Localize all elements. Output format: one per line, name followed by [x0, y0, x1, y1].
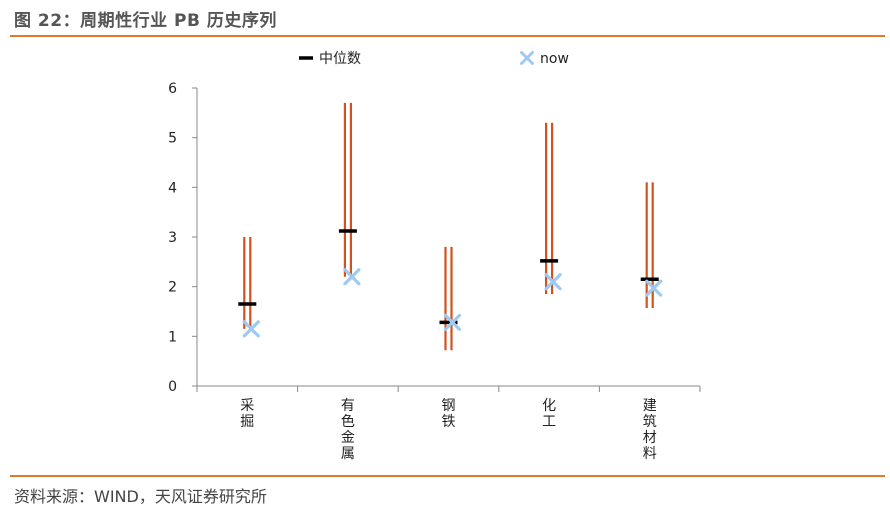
now-marker	[645, 279, 663, 297]
y-axis: 0 1 2 3 4 5 6	[168, 81, 198, 395]
y-tick-label: 4	[168, 180, 177, 196]
legend-now-swatch	[520, 51, 534, 65]
x-tick-label: 化工	[542, 398, 556, 430]
y-tick-label: 1	[168, 329, 177, 345]
x-tick-label: 采掘	[240, 398, 254, 430]
figure-title: 图 22：周期性行业 PB 历史序列	[14, 11, 277, 31]
legend-median-label: 中位数	[319, 51, 361, 67]
y-tick-label: 2	[168, 280, 177, 296]
x-tick-label: 有色金属	[341, 398, 355, 462]
x-axis: 采掘 有色金属 钢铁 化工 建筑材料	[196, 385, 701, 462]
y-tick-label: 0	[168, 379, 177, 395]
chart-legend: 中位数 now	[299, 51, 569, 67]
source-divider	[10, 475, 885, 477]
now-marker	[443, 313, 462, 332]
title-divider	[10, 35, 885, 37]
y-tick-label: 6	[168, 81, 177, 97]
legend-now-label: now	[540, 51, 569, 67]
x-tick-label: 建筑材料	[643, 398, 657, 462]
now-marker	[544, 273, 562, 291]
y-tick-label: 3	[168, 230, 177, 246]
now-marker	[343, 268, 361, 286]
y-tick-label: 5	[168, 131, 177, 147]
chart-marks	[238, 102, 663, 351]
x-tick-label: 钢铁	[442, 398, 456, 430]
source-note: 资料来源：WIND，天风证券研究所	[14, 487, 267, 506]
now-marker	[242, 320, 260, 338]
